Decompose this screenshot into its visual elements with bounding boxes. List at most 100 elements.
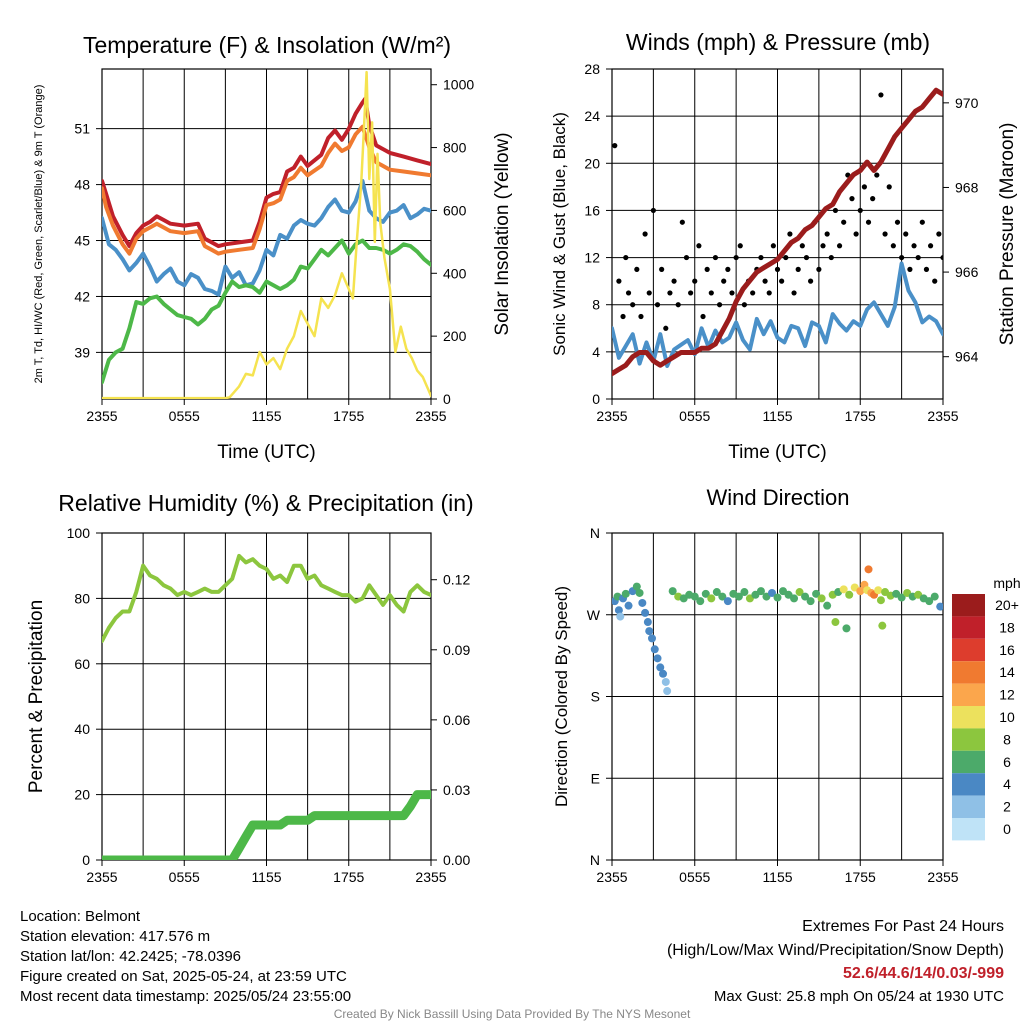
y-tick-label: 45 — [74, 233, 90, 249]
gust-point — [671, 278, 677, 284]
gust-point — [824, 231, 830, 237]
y-tick-label: 24 — [584, 108, 600, 124]
direction-point — [647, 634, 656, 643]
y-tick-label: 60 — [74, 656, 90, 672]
direction-point — [864, 565, 873, 574]
x-tick-label: 2355 — [415, 408, 446, 424]
series-line-sonic-wind — [612, 261, 943, 368]
x-tick-label: 1755 — [333, 408, 364, 424]
x-tick-label: 1155 — [251, 869, 281, 885]
colorbar-label: 8 — [1003, 731, 1011, 747]
y2-tick-label: 964 — [955, 349, 979, 365]
gust-point — [741, 302, 748, 308]
gust-point — [625, 290, 632, 296]
y2-tick-label: 0.06 — [443, 712, 470, 728]
x-tick-label: 2355 — [927, 869, 958, 885]
footer-recent: Most recent data timestamp: 2025/05/24 2… — [20, 988, 352, 1005]
credit-line: Created By Nick Bassill Using Data Provi… — [333, 1007, 691, 1021]
gust-point — [927, 243, 934, 249]
gust-point — [612, 143, 618, 149]
y2-tick-label: 0.03 — [443, 782, 470, 798]
y-axis-label: Direction (Colored By Speed) — [552, 586, 571, 807]
colorbar-label: 18 — [999, 619, 1015, 635]
footer-created: Figure created on Sat, 2025-05-24, at 23… — [20, 968, 347, 985]
x-tick-label: 0555 — [169, 408, 200, 424]
gust-point — [642, 231, 648, 237]
colorbar-label: 14 — [999, 664, 1015, 680]
colorbar-swatch — [952, 795, 985, 818]
y2-axis-label: Solar Insolation (Yellow) — [492, 132, 513, 335]
y-tick-label: S — [591, 689, 600, 705]
y2-axis-label: Station Pressure (Maroon) — [997, 123, 1018, 346]
y-tick-label: 0 — [592, 391, 600, 407]
direction-point — [661, 677, 670, 686]
gust-point — [861, 184, 867, 190]
y2-tick-label: 966 — [955, 264, 979, 280]
direction-point — [845, 590, 854, 599]
gust-point — [758, 254, 764, 261]
direction-point — [653, 654, 662, 663]
gust-point — [932, 278, 938, 284]
direction-point — [823, 601, 832, 610]
x-tick-label: 2355 — [927, 408, 958, 424]
gust-point — [907, 266, 913, 272]
y2-tick-label: 0.09 — [443, 642, 470, 658]
direction-point — [925, 597, 934, 606]
grid — [611, 532, 944, 861]
x-tick-label: 2355 — [86, 869, 117, 885]
gust-point — [857, 207, 863, 214]
direction-point — [616, 612, 625, 621]
direction-point — [839, 585, 848, 594]
gust-point — [770, 243, 776, 249]
gust-point — [700, 313, 706, 320]
winds-chart: 2355 0555 1155 1755 235504812162024289649669… — [550, 29, 1018, 463]
gust-point — [716, 302, 723, 308]
gust-point — [630, 302, 636, 308]
gust-point — [721, 278, 727, 284]
chart-title: Relative Humidity (%) & Precipitation (i… — [58, 490, 473, 516]
gust-point — [911, 243, 917, 249]
direction-point — [701, 589, 710, 598]
direction-point — [645, 627, 654, 636]
gust-point — [849, 196, 855, 202]
gust-point — [878, 92, 884, 98]
y2-tick-label: 968 — [955, 179, 979, 195]
gust-point — [915, 254, 921, 261]
y-tick-label: 51 — [74, 121, 90, 137]
direction-point — [696, 597, 705, 606]
gust-point — [667, 290, 673, 296]
gust-point — [688, 290, 694, 296]
gust-point — [638, 313, 644, 320]
extremes-title: Extremes For Past 24 Hours — [802, 918, 1004, 935]
direction-point — [817, 594, 826, 603]
y2-tick-label: 0.00 — [443, 852, 470, 868]
chart-title: Winds (mph) & Pressure (mb) — [626, 29, 930, 55]
gust-point — [903, 231, 909, 237]
colorbar-label: 20+ — [995, 597, 1019, 613]
colorbar-swatch — [952, 818, 985, 841]
x-tick-label: 0555 — [169, 869, 200, 885]
gust-point — [899, 254, 905, 261]
gust-point — [675, 302, 681, 308]
gust-point — [816, 266, 822, 272]
direction-point — [668, 587, 677, 596]
direction-point — [707, 594, 716, 603]
gust-point — [650, 207, 656, 214]
colorbar-label: 10 — [999, 709, 1015, 725]
direction-point — [936, 602, 943, 611]
direction-point — [621, 589, 630, 598]
x-tick-label: 2355 — [86, 408, 117, 424]
y-tick-label: 12 — [584, 250, 600, 266]
gust-point — [654, 302, 661, 308]
gust-point — [779, 278, 785, 284]
colorbar-swatch — [952, 661, 985, 684]
gust-point — [616, 278, 622, 284]
y-tick-label: 16 — [584, 202, 600, 218]
series-line-solar-insolation — [102, 70, 431, 399]
direction-point — [690, 592, 699, 601]
direction-point — [614, 606, 623, 615]
direction-point — [650, 645, 659, 654]
gust-point — [663, 325, 669, 331]
colorbar-title: mph — [993, 575, 1020, 591]
